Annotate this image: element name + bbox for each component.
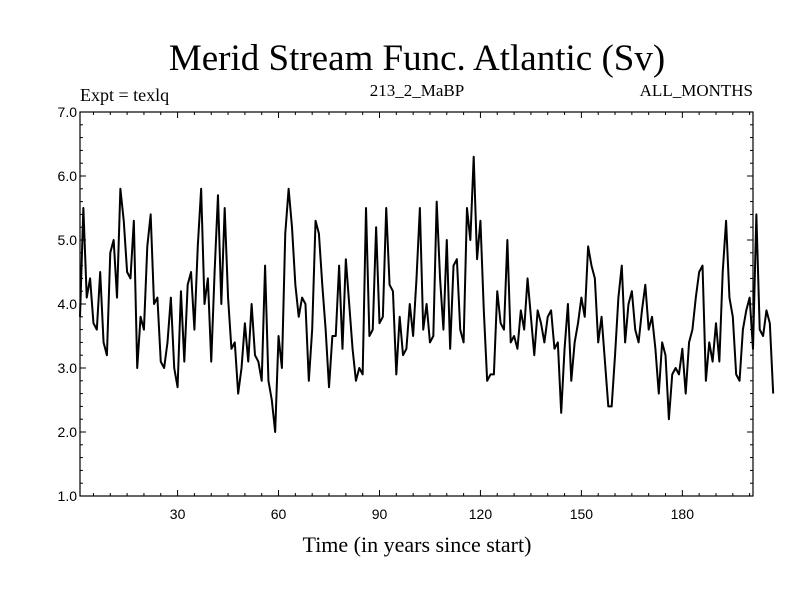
y-tick-label: 1.0 (58, 488, 78, 504)
x-tick-label: 30 (170, 506, 186, 522)
x-tick-label: 120 (469, 506, 493, 522)
x-tick-label: 150 (570, 506, 594, 522)
series-line (79, 155, 775, 433)
experiment-label: Expt = texlq (80, 85, 169, 105)
y-axis: 1.0 2.0 3.0 4.0 5.0 6.0 7.0 (58, 104, 753, 504)
x-axis-label: Time (in years since start) (303, 532, 532, 557)
y-tick-label: 6.0 (58, 168, 78, 184)
x-axis: 30 60 90 120 150 180 (92, 112, 751, 522)
y-tick-label: 7.0 (58, 104, 78, 120)
chart-title: Merid Stream Func. Atlantic (Sv) (169, 38, 665, 79)
y-tick-label: 4.0 (58, 296, 78, 312)
y-tick-label: 5.0 (58, 232, 78, 248)
x-tick-label: 60 (271, 506, 287, 522)
period-label: ALL_MONTHS (640, 81, 753, 100)
y-tick-label: 3.0 (58, 360, 78, 376)
run-label: 213_2_MaBP (370, 81, 464, 100)
y-tick-label: 2.0 (58, 424, 78, 440)
x-tick-label: 90 (372, 506, 388, 522)
x-tick-label: 180 (671, 506, 695, 522)
